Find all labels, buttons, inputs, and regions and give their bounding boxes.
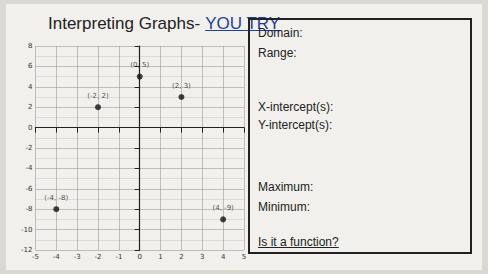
- html-text:Domain:: Domain:: [258, 26, 303, 40]
- svg-text:-12: -12: [21, 246, 32, 254]
- svg-text:1: 1: [158, 253, 162, 261]
- svg-text:8: 8: [28, 42, 32, 50]
- html-text:X-intercept(s):: X-intercept(s):: [258, 100, 334, 114]
- svg-text:5: 5: [242, 253, 246, 261]
- svg-text:-4: -4: [53, 253, 61, 261]
- svg-text:(2, 3): (2, 3): [172, 82, 191, 90]
- svg-text:-6: -6: [25, 185, 33, 193]
- svg-text:-3: -3: [74, 253, 81, 261]
- svg-text:3: 3: [200, 253, 204, 261]
- html-text:Interpreting Graphs- YOU TRY: Interpreting Graphs- YOU TRY: [48, 14, 281, 33]
- svg-text:4: 4: [28, 83, 33, 91]
- svg-text:6: 6: [28, 62, 33, 70]
- svg-text:-2: -2: [25, 144, 32, 152]
- html-text:Y-intercept(s):: Y-intercept(s):: [258, 118, 333, 132]
- html-text:Minimum:: Minimum:: [258, 200, 310, 214]
- svg-text:0: 0: [28, 124, 32, 132]
- html-text:Is it a function?: Is it a function?: [258, 235, 339, 249]
- svg-text:-4: -4: [25, 164, 33, 172]
- svg-text:-10: -10: [21, 226, 32, 234]
- svg-text:(-2, 2): (-2, 2): [87, 92, 109, 100]
- svg-text:(4, -9): (4, -9): [212, 204, 234, 212]
- svg-text:-2: -2: [95, 253, 102, 261]
- svg-text:(0, 5): (0, 5): [130, 61, 149, 69]
- svg-text:2: 2: [179, 253, 183, 261]
- html-text:Maximum:: Maximum:: [258, 180, 314, 194]
- svg-text:-1: -1: [115, 253, 122, 261]
- html-text:Range:: Range:: [258, 46, 297, 60]
- svg-text:-5: -5: [32, 253, 39, 261]
- svg-text:4: 4: [221, 253, 226, 261]
- svg-text:0: 0: [137, 253, 141, 261]
- svg-text:2: 2: [28, 103, 32, 111]
- svg-text:-8: -8: [25, 205, 32, 213]
- svg-text:(-4, -8): (-4, -8): [44, 194, 68, 202]
